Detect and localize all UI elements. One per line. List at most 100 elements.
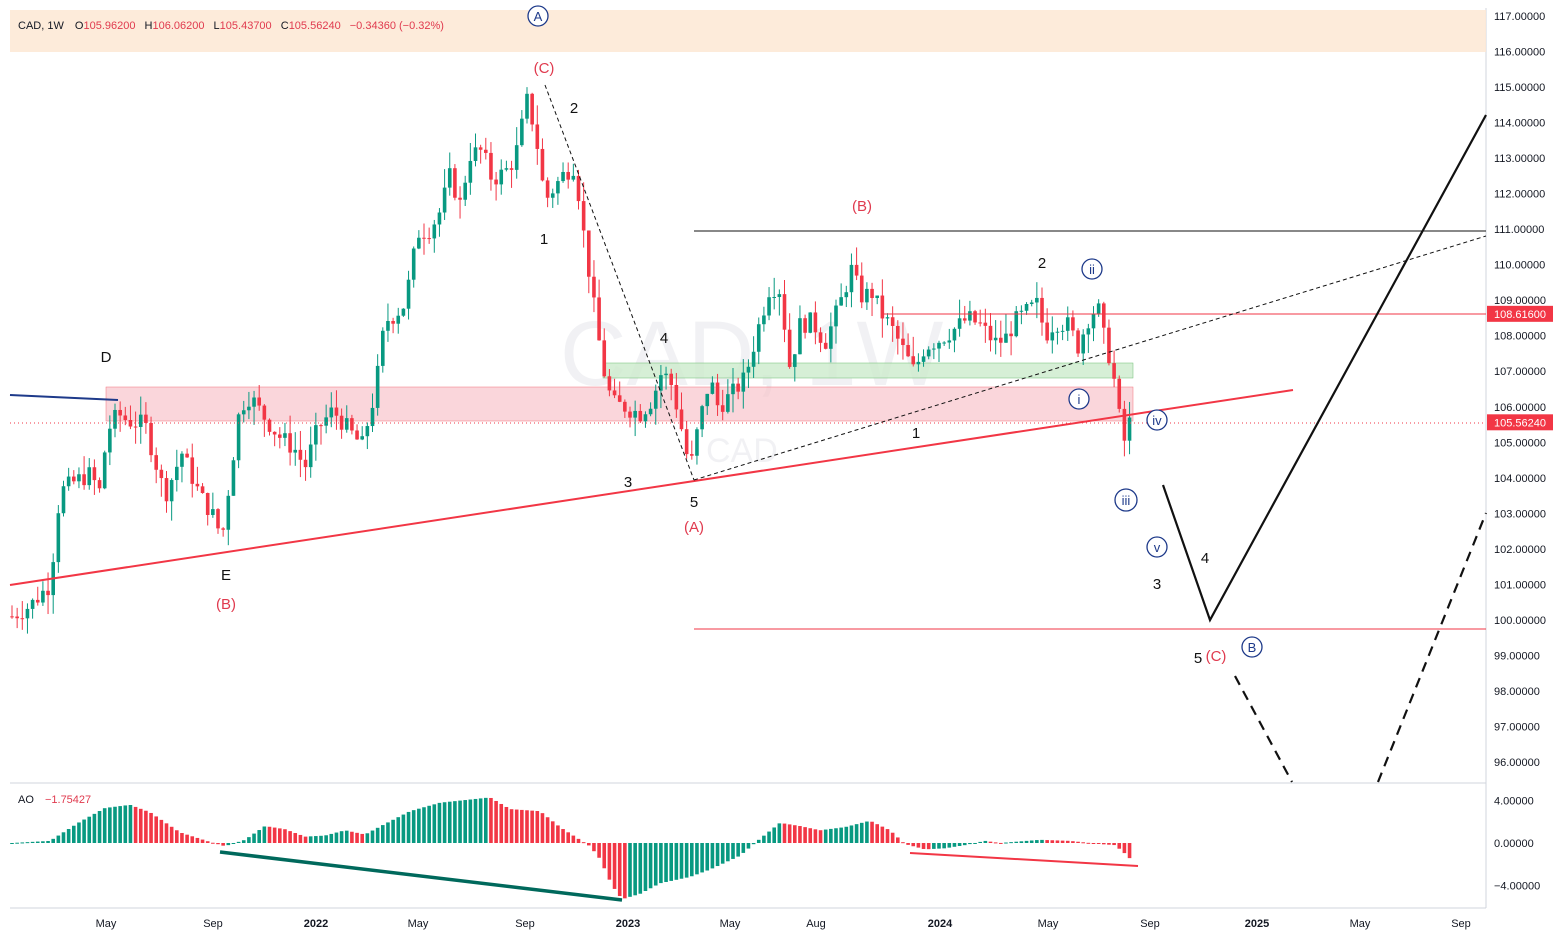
- ao-bar: [72, 825, 76, 843]
- wave-label: (B): [216, 596, 236, 613]
- candle-body: [612, 390, 617, 396]
- price-tag: [1487, 414, 1553, 431]
- wave-circle: [1241, 636, 1263, 658]
- ao-bar: [1091, 843, 1096, 844]
- ao-bar: [195, 837, 200, 843]
- candle-body: [293, 449, 298, 453]
- candle-body: [82, 474, 86, 486]
- time-tick-label: Sep: [515, 918, 535, 930]
- candle-body: [324, 417, 328, 426]
- candle-body: [56, 513, 61, 563]
- candle-body: [731, 383, 735, 395]
- ao-bar: [1076, 841, 1080, 843]
- ao-bar: [442, 802, 447, 843]
- candle-body: [937, 342, 941, 349]
- candle-body: [710, 382, 715, 394]
- time-axis[interactable]: May Sep 2022 May Sep 2023 May Aug 2024 May Sep 2025…: [96, 918, 1471, 930]
- price-axis[interactable]: 117.00000 116.00000 115.00000 114.00000 113.…: [1487, 11, 1553, 769]
- ao-bar: [1112, 843, 1116, 846]
- candle-body: [865, 288, 869, 303]
- ao-bar: [926, 843, 931, 850]
- ao-bar: [288, 831, 292, 843]
- ao-bar: [334, 832, 339, 843]
- candle-body: [772, 296, 776, 298]
- ao-bar: [20, 842, 25, 844]
- ao-bar: [41, 841, 45, 843]
- candle-body: [885, 317, 890, 319]
- ao-axis[interactable]: 4.00000 0.00000 −4.00000: [1494, 796, 1540, 893]
- ao-bar: [15, 842, 19, 844]
- candle-body: [648, 408, 653, 415]
- candle-body: [896, 325, 900, 339]
- wave-text: 4: [660, 330, 668, 347]
- candle-body: [1040, 297, 1044, 323]
- candle-body: [1102, 303, 1106, 328]
- legend-close: 105.56240: [289, 20, 341, 32]
- ao-bar: [720, 843, 725, 864]
- support-zone[interactable]: [602, 362, 1134, 379]
- legend-high: 106.06200: [152, 20, 204, 32]
- ao-label: AO: [18, 794, 34, 806]
- ao-bar: [1107, 843, 1111, 845]
- ao-bar: [1050, 840, 1055, 843]
- candle-body: [566, 171, 570, 180]
- ao-bar: [844, 826, 849, 843]
- candle-body: [514, 145, 519, 170]
- ao-bar: [592, 843, 596, 852]
- legend-low: 105.43700: [220, 20, 272, 32]
- ao-bar: [447, 801, 452, 843]
- wave-circle: [1081, 258, 1103, 280]
- ao-bar: [10, 843, 14, 844]
- price-tick-label: 103.00000: [1494, 508, 1546, 520]
- ao-bar: [617, 843, 622, 897]
- wave-label: E: [221, 567, 231, 584]
- candle-body: [962, 318, 967, 321]
- candle-body: [236, 414, 241, 461]
- ao-bar: [700, 843, 704, 873]
- candle-body: [133, 426, 138, 428]
- ao-bar: [504, 806, 509, 843]
- ao-divergence-line: [219, 850, 623, 902]
- ao-bar: [1014, 841, 1019, 843]
- ao-bar: [978, 841, 982, 843]
- candle-body: [520, 118, 524, 146]
- ao-bar: [669, 843, 673, 881]
- ao-bar: [818, 830, 823, 843]
- ao-bar: [180, 833, 184, 843]
- ao-bar: [952, 843, 957, 847]
- wave-text: i: [1078, 392, 1081, 407]
- candle-body: [329, 407, 334, 418]
- candle-body: [875, 295, 879, 298]
- candle-body: [576, 175, 581, 202]
- time-tick-label: May: [1350, 918, 1371, 930]
- ao-bar: [108, 807, 112, 843]
- candle-body: [617, 395, 622, 402]
- ao-bar: [710, 843, 715, 869]
- ao-bar: [550, 821, 555, 843]
- ao-bar: [314, 836, 318, 843]
- ao-bar: [561, 829, 565, 843]
- ao-bar: [499, 803, 504, 843]
- candle-body: [973, 311, 977, 323]
- ao-bar: [787, 824, 792, 843]
- ao-bar: [885, 829, 890, 843]
- candle-body: [705, 393, 710, 407]
- ao-bar: [375, 827, 380, 843]
- candle-body: [453, 168, 457, 198]
- ao-bar: [226, 843, 231, 846]
- ao-bar: [906, 843, 910, 845]
- candle-body: [61, 486, 66, 514]
- ao-bar: [623, 843, 627, 899]
- ao-bar: [690, 843, 694, 877]
- candle-body: [932, 348, 936, 350]
- candle-body: [839, 297, 843, 306]
- ao-bar: [200, 839, 205, 843]
- ao-bar: [556, 825, 560, 843]
- candle-body: [793, 354, 797, 367]
- ao-bar: [46, 840, 50, 843]
- ao-bar: [149, 812, 153, 843]
- ao-bar: [25, 842, 30, 844]
- ao-bar: [123, 805, 128, 843]
